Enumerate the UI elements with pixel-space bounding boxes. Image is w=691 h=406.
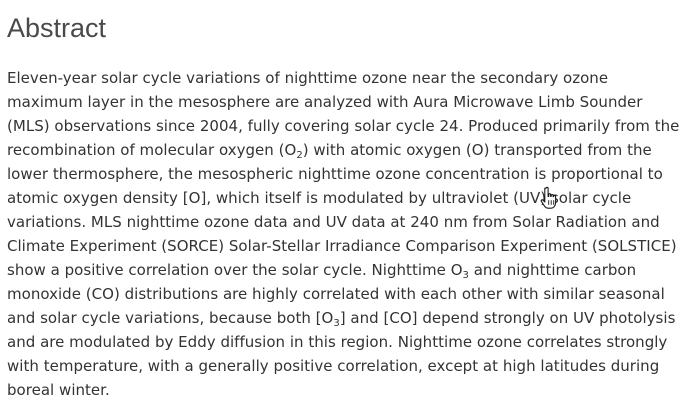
abstract-line: monoxide (CO) distributions are highly c… [7, 285, 665, 303]
abstract-line: boreal winter. [7, 381, 110, 399]
abstract-line: lower thermosphere, the mesospheric nigh… [7, 165, 663, 183]
abstract-line: recombination of molecular oxygen (O2) w… [7, 141, 652, 161]
abstract-line: and solar cycle variations, because both… [7, 309, 676, 329]
abstract-line: (MLS) observations since 2004, fully cov… [7, 117, 680, 135]
abstract-line: Eleven-year solar cycle variations of ni… [7, 69, 609, 87]
subscript: 3 [462, 270, 469, 281]
abstract-line: and are modulated by Eddy diffusion in t… [7, 333, 668, 351]
abstract-line: Climate Experiment (SORCE) Solar-Stellar… [7, 237, 677, 255]
abstract-line: with temperature, with a generally posit… [7, 357, 660, 375]
hand-pointer-icon [540, 186, 557, 209]
abstract-line: variations. MLS nighttime ozone data and… [7, 213, 660, 231]
abstract-paragraph: Eleven-year solar cycle variations of ni… [7, 66, 679, 402]
abstract-line: maximum layer in the mesosphere are anal… [7, 93, 643, 111]
abstract-line: show a positive correlation over the sol… [7, 261, 637, 281]
subscript: 2 [296, 150, 303, 161]
abstract-line: atomic oxygen density [O], which itself … [7, 189, 632, 207]
abstract-heading: Abstract [7, 13, 107, 43]
subscript: 3 [333, 318, 340, 329]
